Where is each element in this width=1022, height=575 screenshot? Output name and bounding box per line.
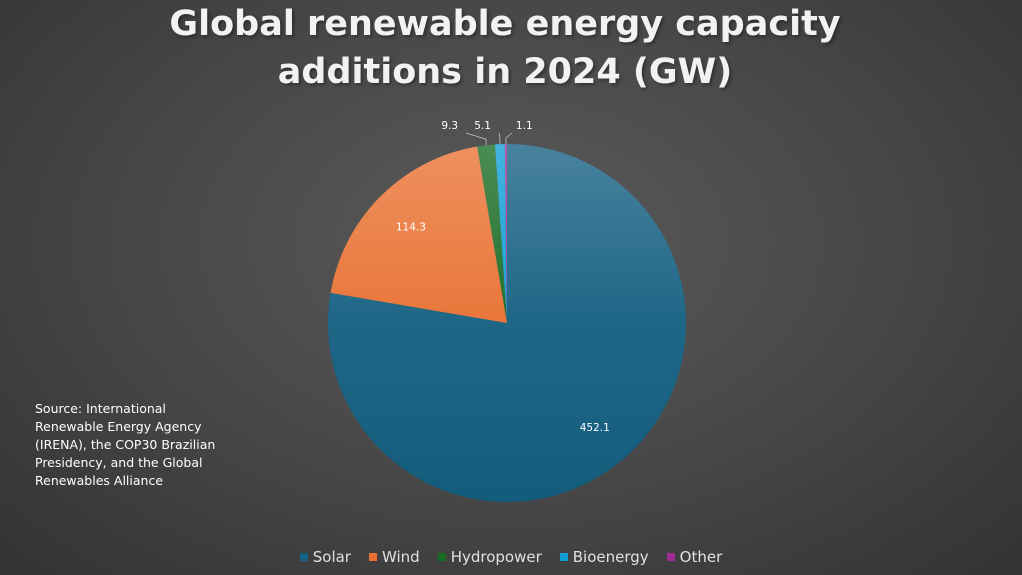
legend-item-hydropower[interactable]: Hydropower [437,548,542,566]
legend-swatch-hydropower [437,553,446,561]
legend-item-solar[interactable]: Solar [299,548,351,566]
pie-leader-lines [465,132,513,146]
legend-swatch-bioenergy [559,553,568,561]
legend-swatch-solar [299,553,308,561]
pie-data-labels: 452.1 114.3 9.3 5.1 1.1 [396,120,610,434]
chart-title-line-1: Global renewable energy capacity [169,4,841,44]
legend-item-bioenergy[interactable]: Bioenergy [559,548,649,566]
leader-line-bioenergy [498,132,501,145]
legend-item-wind[interactable]: Wind [368,548,420,566]
data-label-wind: 114.3 [396,222,426,234]
leader-line-hydropower [465,132,487,146]
data-label-other: 1.1 [516,120,533,132]
legend-item-other[interactable]: Other [666,548,723,566]
legend-label-hydropower: Hydropower [450,548,542,566]
pie-slice-wind[interactable] [330,146,507,323]
pie-slices [327,144,686,502]
leader-line-other [505,132,513,145]
source-note: Source: International Renewable Energy A… [35,401,216,488]
chart-title: Global renewable energy capacity additio… [90,0,920,96]
legend-label-solar: Solar [312,548,351,566]
chart-title-line-2: additions in 2024 (GW) [277,52,733,92]
legend-swatch-wind [368,553,377,561]
legend-label-bioenergy: Bioenergy [572,548,649,566]
legend-label-wind: Wind [381,548,420,566]
legend-label-other: Other [679,548,723,566]
legend-swatch-other [666,553,675,561]
legend: Solar Wind Hydropower Bioenergy Other [0,548,1022,566]
data-label-bioenergy: 5.1 [474,120,491,132]
data-label-solar: 452.1 [580,422,610,434]
data-label-hydropower: 9.3 [441,120,458,132]
